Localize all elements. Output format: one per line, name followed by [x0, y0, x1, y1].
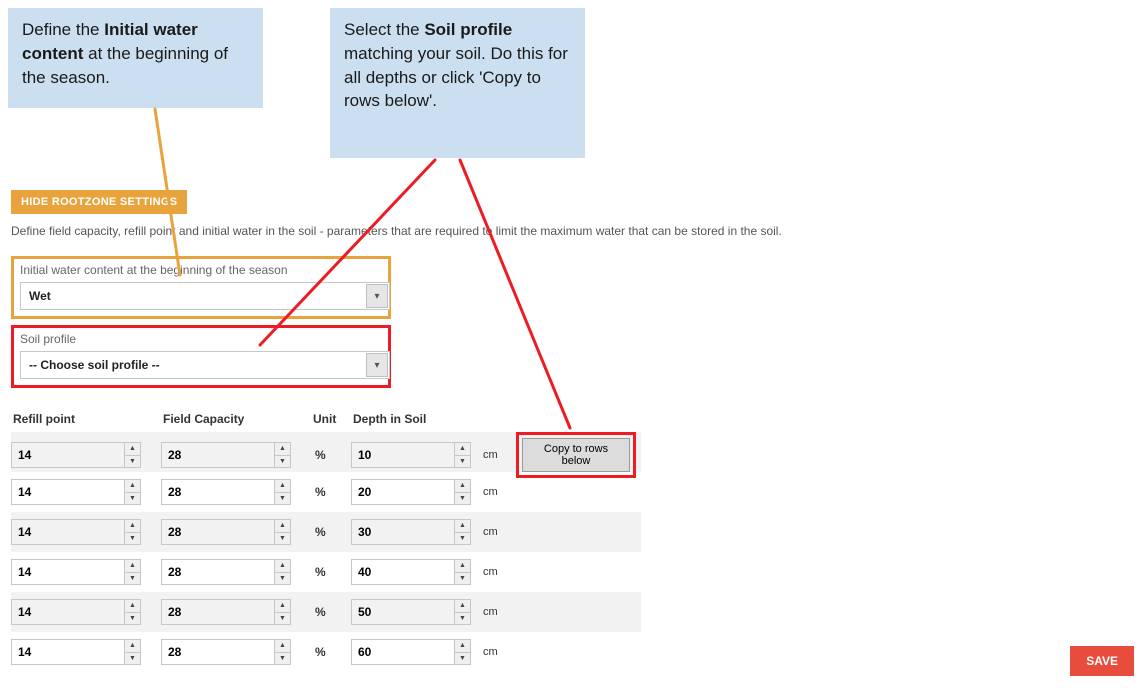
refill-input[interactable]	[11, 559, 141, 585]
rootzone-settings-panel: HIDE ROOTZONE SETTINGS Define field capa…	[11, 190, 1135, 672]
col-depth: Depth in Soil	[351, 406, 481, 432]
spinner-icon[interactable]: ▲▼	[454, 560, 470, 584]
unit-cell: %	[311, 448, 351, 462]
callout-soil-profile: Select the Soil profile matching your so…	[330, 8, 585, 158]
table-row: ▲▼ ▲▼% ▲▼ cm	[11, 592, 641, 632]
spinner-icon[interactable]: ▲▼	[454, 480, 470, 504]
depth-input[interactable]	[351, 559, 471, 585]
field-capacity-input[interactable]	[161, 519, 291, 545]
col-refill: Refill point	[11, 406, 161, 432]
initial-water-select[interactable]: Wet	[20, 282, 390, 310]
initial-water-section: Initial water content at the beginning o…	[11, 256, 391, 319]
spinner-icon[interactable]: ▲▼	[274, 560, 290, 584]
col-unit: Unit	[311, 406, 351, 432]
depth-unit: cm	[481, 486, 516, 498]
refill-input[interactable]	[11, 479, 141, 505]
field-capacity-input[interactable]	[161, 479, 291, 505]
refill-input[interactable]	[11, 519, 141, 545]
depth-unit: cm	[481, 449, 516, 461]
spinner-icon[interactable]: ▲▼	[454, 640, 470, 664]
soil-profile-section: Soil profile -- Choose soil profile -- ▾	[11, 325, 391, 388]
spinner-icon[interactable]: ▲▼	[274, 520, 290, 544]
copy-to-rows-button[interactable]: Copy to rows below	[522, 438, 630, 472]
spinner-icon[interactable]: ▲▼	[124, 443, 140, 467]
depth-input[interactable]	[351, 639, 471, 665]
field-capacity-input[interactable]	[161, 639, 291, 665]
callout-text: Select the	[344, 20, 424, 39]
unit-cell: %	[311, 605, 351, 619]
refill-input[interactable]	[11, 639, 141, 665]
callout-text: Define the	[22, 20, 104, 39]
spinner-icon[interactable]: ▲▼	[124, 640, 140, 664]
spinner-icon[interactable]: ▲▼	[124, 600, 140, 624]
field-capacity-input[interactable]	[161, 559, 291, 585]
table-header: Refill point Field Capacity Unit Depth i…	[11, 406, 641, 432]
depth-unit: cm	[481, 646, 516, 658]
depth-unit: cm	[481, 566, 516, 578]
depth-input[interactable]	[351, 442, 471, 468]
depth-input[interactable]	[351, 479, 471, 505]
table-row: ▲▼ ▲▼% ▲▼ cm	[11, 512, 641, 552]
unit-cell: %	[311, 525, 351, 539]
spinner-icon[interactable]: ▲▼	[454, 443, 470, 467]
spinner-icon[interactable]: ▲▼	[454, 520, 470, 544]
table-row: ▲▼ ▲▼% ▲▼ cm Copy to rows below	[11, 432, 641, 472]
hide-rootzone-button[interactable]: HIDE ROOTZONE SETTINGS	[11, 190, 187, 214]
field-capacity-input[interactable]	[161, 599, 291, 625]
refill-input[interactable]	[11, 599, 141, 625]
callout-initial-water: Define the Initial water content at the …	[8, 8, 263, 108]
soil-profile-label: Soil profile	[20, 332, 382, 346]
field-capacity-input[interactable]	[161, 442, 291, 468]
save-button[interactable]: SAVE	[1070, 646, 1134, 676]
depth-input[interactable]	[351, 599, 471, 625]
spinner-icon[interactable]: ▲▼	[274, 640, 290, 664]
refill-input[interactable]	[11, 442, 141, 468]
initial-water-label: Initial water content at the beginning o…	[20, 263, 382, 277]
spinner-icon[interactable]: ▲▼	[124, 480, 140, 504]
col-field-capacity: Field Capacity	[161, 406, 311, 432]
depth-unit: cm	[481, 606, 516, 618]
table-row: ▲▼ ▲▼% ▲▼ cm	[11, 632, 641, 672]
callout-text: matching your soil. Do this for all dept…	[344, 44, 568, 111]
unit-cell: %	[311, 485, 351, 499]
soil-depth-table: Refill point Field Capacity Unit Depth i…	[11, 406, 641, 672]
soil-profile-select[interactable]: -- Choose soil profile --	[20, 351, 390, 379]
table-row: ▲▼ ▲▼% ▲▼ cm	[11, 472, 641, 512]
depth-input[interactable]	[351, 519, 471, 545]
depth-unit: cm	[481, 526, 516, 538]
spinner-icon[interactable]: ▲▼	[274, 480, 290, 504]
spinner-icon[interactable]: ▲▼	[274, 443, 290, 467]
description-text: Define field capacity, refill point and …	[11, 224, 1135, 238]
spinner-icon[interactable]: ▲▼	[274, 600, 290, 624]
unit-cell: %	[311, 565, 351, 579]
spinner-icon[interactable]: ▲▼	[124, 560, 140, 584]
callout-bold: Soil profile	[424, 20, 512, 39]
table-row: ▲▼ ▲▼% ▲▼ cm	[11, 552, 641, 592]
unit-cell: %	[311, 645, 351, 659]
spinner-icon[interactable]: ▲▼	[124, 520, 140, 544]
spinner-icon[interactable]: ▲▼	[454, 600, 470, 624]
